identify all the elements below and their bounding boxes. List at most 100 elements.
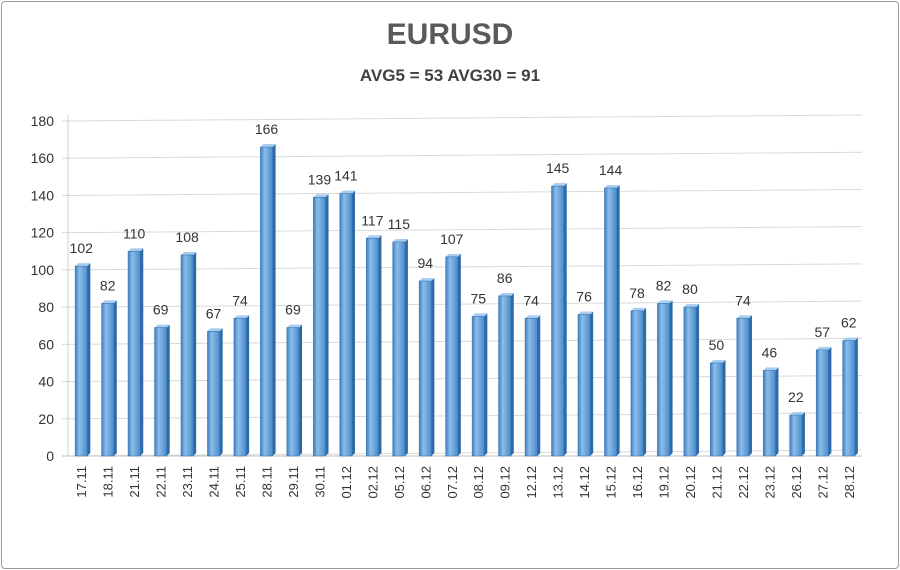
bar [762,370,776,457]
x-tick-label: 25.11 [233,466,248,498]
bar-side [404,238,408,456]
bar-side [299,324,303,456]
bar-top [816,346,832,350]
bar-top [551,183,567,187]
data-label: 69 [285,302,301,318]
bar [789,414,803,457]
data-label: 82 [100,277,116,293]
bar-top [578,311,594,315]
bar [604,187,617,457]
bar-top [419,278,435,282]
bar-side [696,304,700,456]
data-label: 82 [656,277,672,293]
data-label: 107 [440,231,464,247]
data-label: 67 [206,305,222,321]
data-label: 74 [735,292,751,308]
bar-top [763,367,779,371]
bar-top [683,304,700,308]
bar-top [101,300,117,304]
grid-line [67,300,863,308]
data-label: 76 [576,289,592,305]
bar-top [128,248,144,252]
data-label: 62 [841,315,857,331]
data-label: 57 [815,324,831,340]
x-tick-label: 29.11 [286,466,301,498]
data-label: 139 [308,171,332,187]
data-label: 69 [153,302,169,318]
grid-line [67,188,863,196]
bar-top [286,324,303,328]
bar-top [604,185,620,188]
bar-side [193,252,197,456]
bar [260,146,273,457]
bar-side [272,144,276,457]
bar-side [854,337,858,456]
bar [630,310,644,457]
bar-side [246,315,250,456]
bar-side [537,315,541,456]
x-tick-label: 21.11 [127,466,142,498]
x-tick-label: 09.12 [498,466,513,499]
bar-side [616,185,620,456]
bar-side [590,311,594,456]
data-label: 86 [497,270,513,286]
bar [233,317,247,457]
bar [154,327,168,457]
bar [524,317,538,457]
bar [498,295,512,457]
x-tick-label: 05.12 [392,466,407,499]
x-tick-label: 06.12 [418,466,433,499]
y-tick-label: 120 [31,225,55,241]
bar-side [484,313,488,456]
bar-top [710,359,726,363]
data-label: 144 [599,162,623,178]
x-tick-label: 24.11 [207,466,222,498]
bar-side [801,412,805,456]
data-label: 108 [175,229,199,245]
x-tick-label: 23.12 [762,466,777,499]
y-axis: 0 20 40 60 80 100 120 140 160 180 [31,113,55,464]
bar-top [233,315,250,319]
data-label: 78 [629,285,645,301]
bar-top [366,235,382,239]
data-label: 166 [255,121,279,137]
bar [180,254,194,457]
bar-top [630,307,647,311]
data-label: 115 [388,216,411,232]
y-tick-label: 40 [38,374,54,390]
y-tick-label: 60 [38,336,54,352]
x-tick-label: 14.12 [577,466,592,499]
data-label: 74 [523,292,539,308]
bar [815,349,829,457]
bar [577,314,591,457]
bar-side [722,359,726,456]
y-tick-label: 160 [31,150,55,166]
bar-side [113,300,117,456]
bar-top [154,324,170,328]
x-tick-label: 12.12 [524,466,539,499]
bars [74,144,858,457]
bar [551,185,565,457]
x-tick-label: 01.12 [339,466,354,499]
x-tick-label: 27.12 [815,466,830,499]
bar-side [431,278,435,456]
bar-side [643,307,647,456]
grid-line [67,151,863,159]
bar-top [260,144,276,148]
data-label: 94 [418,255,434,271]
bar-top [498,292,514,296]
grid-line [67,375,863,383]
bar-top [472,313,488,317]
bar [842,340,856,457]
bar-side [378,235,382,456]
x-tick-label: 17.11 [74,466,89,498]
y-tick-label: 20 [38,411,54,427]
bar-side [510,292,514,456]
bar-top [75,263,91,267]
data-label: 22 [788,389,804,405]
chart-subtitle: AVG5 = 53 AVG30 = 91 [359,66,541,85]
bar [445,256,459,457]
bar-side [219,328,223,456]
x-tick-label: 08.12 [471,466,486,499]
